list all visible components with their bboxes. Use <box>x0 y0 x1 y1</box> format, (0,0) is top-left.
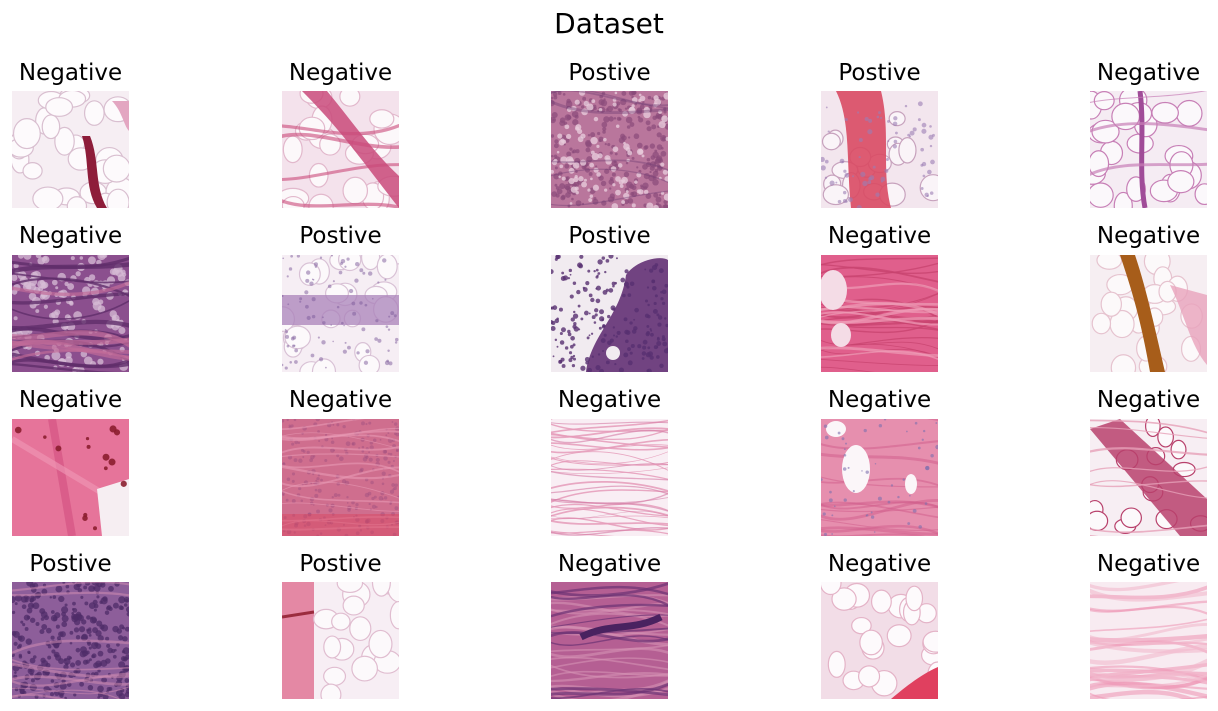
histology-image <box>1090 582 1207 699</box>
histology-tile <box>1090 255 1207 372</box>
histology-image <box>821 582 938 699</box>
histology-image <box>1090 255 1207 372</box>
tile-label: Negative <box>1096 223 1201 249</box>
histology-tile <box>282 582 399 699</box>
histology-tile <box>1090 91 1207 208</box>
histology-image <box>821 419 938 536</box>
histology-tile <box>821 582 938 699</box>
histology-tile <box>12 255 129 372</box>
histology-tile <box>282 91 399 208</box>
histology-image <box>12 255 129 372</box>
tile-label: Postive <box>29 551 112 577</box>
histology-image <box>12 582 129 699</box>
histology-tile <box>12 419 129 536</box>
histology-tile <box>821 91 938 208</box>
tile-label: Postive <box>299 223 382 249</box>
histology-image <box>282 582 399 699</box>
histology-tile <box>282 255 399 372</box>
histology-tile <box>551 91 668 208</box>
tile-label: Negative <box>827 223 932 249</box>
tile-label: Negative <box>827 387 932 413</box>
histology-tile <box>821 255 938 372</box>
histology-tile <box>551 255 668 372</box>
histology-image <box>551 419 668 536</box>
histology-image <box>551 582 668 699</box>
histology-image <box>12 91 129 208</box>
tile-label: Negative <box>18 387 123 413</box>
histology-tile <box>551 419 668 536</box>
histology-tile <box>1090 419 1207 536</box>
figure-title: Dataset <box>554 7 664 40</box>
histology-image <box>821 91 938 208</box>
histology-image <box>12 419 129 536</box>
histology-image <box>282 91 399 208</box>
histology-image <box>1090 419 1207 536</box>
tile-label: Negative <box>1096 60 1201 86</box>
histology-image <box>821 255 938 372</box>
tile-label: Postive <box>568 60 651 86</box>
histology-image <box>551 255 668 372</box>
histology-tile <box>12 582 129 699</box>
tile-label: Postive <box>838 60 921 86</box>
tile-label: Negative <box>18 223 123 249</box>
histology-tile <box>551 582 668 699</box>
tile-label: Negative <box>1096 387 1201 413</box>
tile-label: Negative <box>827 551 932 577</box>
tile-label: Negative <box>18 60 123 86</box>
tile-label: Negative <box>288 387 393 413</box>
tile-label: Postive <box>299 551 382 577</box>
tile-label: Postive <box>568 223 651 249</box>
histology-image <box>282 419 399 536</box>
tile-label: Negative <box>1096 551 1201 577</box>
histology-tile <box>12 91 129 208</box>
tile-label: Negative <box>288 60 393 86</box>
histology-tile <box>282 419 399 536</box>
histology-tile <box>1090 582 1207 699</box>
histology-tile <box>821 419 938 536</box>
histology-image <box>1090 91 1207 208</box>
tile-label: Negative <box>557 387 662 413</box>
histology-image <box>551 91 668 208</box>
tile-label: Negative <box>557 551 662 577</box>
histology-image <box>282 255 399 372</box>
